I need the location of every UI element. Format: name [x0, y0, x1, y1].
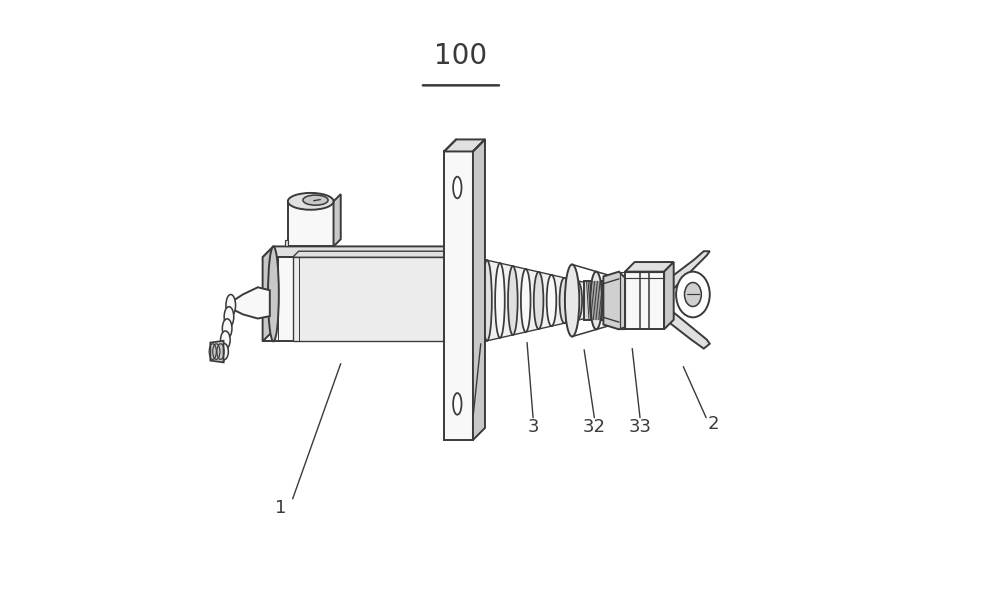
Polygon shape	[625, 262, 674, 272]
Ellipse shape	[495, 263, 505, 338]
Polygon shape	[474, 281, 608, 320]
Polygon shape	[664, 251, 710, 293]
Ellipse shape	[303, 195, 328, 205]
Polygon shape	[334, 194, 341, 246]
Ellipse shape	[226, 294, 236, 316]
Ellipse shape	[676, 272, 710, 317]
Polygon shape	[625, 272, 664, 329]
Polygon shape	[288, 201, 334, 246]
Polygon shape	[210, 341, 224, 362]
Ellipse shape	[508, 266, 518, 335]
Text: 31: 31	[456, 418, 478, 436]
Polygon shape	[293, 257, 473, 341]
Ellipse shape	[547, 275, 556, 326]
Ellipse shape	[560, 278, 569, 323]
Polygon shape	[584, 281, 608, 320]
Ellipse shape	[222, 319, 232, 338]
Ellipse shape	[585, 284, 595, 317]
Polygon shape	[664, 262, 674, 329]
Ellipse shape	[453, 177, 462, 198]
Polygon shape	[263, 257, 449, 341]
Text: 1: 1	[275, 499, 286, 517]
Ellipse shape	[521, 269, 531, 332]
Ellipse shape	[565, 264, 579, 337]
Ellipse shape	[453, 393, 462, 415]
Polygon shape	[285, 240, 288, 246]
Ellipse shape	[288, 193, 334, 210]
Text: 100: 100	[434, 42, 487, 70]
Polygon shape	[664, 308, 710, 349]
Ellipse shape	[611, 278, 623, 323]
Text: 33: 33	[629, 418, 652, 436]
Polygon shape	[474, 257, 590, 344]
Ellipse shape	[482, 260, 492, 341]
Polygon shape	[263, 246, 460, 257]
Ellipse shape	[572, 281, 582, 320]
Ellipse shape	[219, 343, 228, 360]
Ellipse shape	[221, 331, 230, 349]
Ellipse shape	[534, 272, 543, 329]
Polygon shape	[231, 287, 270, 319]
Polygon shape	[444, 151, 473, 440]
Ellipse shape	[224, 307, 234, 327]
Ellipse shape	[469, 257, 479, 344]
Polygon shape	[473, 139, 485, 440]
Text: 32: 32	[583, 418, 606, 436]
Text: 3: 3	[527, 418, 539, 436]
Ellipse shape	[268, 246, 279, 341]
Polygon shape	[293, 251, 479, 257]
Text: 2: 2	[708, 415, 719, 433]
Ellipse shape	[685, 282, 701, 307]
Polygon shape	[603, 272, 626, 329]
Polygon shape	[444, 139, 485, 151]
Polygon shape	[263, 246, 273, 341]
Ellipse shape	[590, 272, 602, 329]
